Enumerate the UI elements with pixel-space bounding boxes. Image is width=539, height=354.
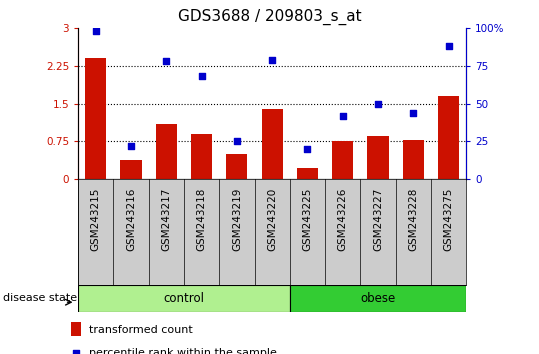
Text: GDS3688 / 209803_s_at: GDS3688 / 209803_s_at bbox=[178, 9, 361, 25]
Point bbox=[92, 29, 100, 34]
Bar bbox=[85, 58, 106, 179]
Bar bbox=[71, 322, 81, 336]
Point bbox=[127, 143, 135, 149]
Text: GSM243219: GSM243219 bbox=[232, 187, 242, 251]
Text: percentile rank within the sample: percentile rank within the sample bbox=[89, 348, 277, 354]
Text: transformed count: transformed count bbox=[89, 325, 192, 335]
Text: GSM243225: GSM243225 bbox=[302, 187, 313, 251]
Point bbox=[444, 44, 453, 49]
Bar bbox=[403, 140, 424, 179]
Text: GSM243216: GSM243216 bbox=[126, 187, 136, 251]
Bar bbox=[290, 285, 466, 312]
Text: GSM243220: GSM243220 bbox=[267, 187, 277, 251]
Point bbox=[162, 59, 171, 64]
Text: GSM243215: GSM243215 bbox=[91, 187, 101, 251]
Bar bbox=[226, 154, 247, 179]
Text: GSM243227: GSM243227 bbox=[373, 187, 383, 251]
Bar bbox=[191, 134, 212, 179]
Bar bbox=[297, 168, 318, 179]
Bar bbox=[438, 96, 459, 179]
Text: GSM243217: GSM243217 bbox=[161, 187, 171, 251]
Bar bbox=[332, 141, 354, 179]
Text: GSM243228: GSM243228 bbox=[409, 187, 418, 251]
Bar bbox=[121, 160, 142, 179]
Point bbox=[233, 138, 241, 144]
Point bbox=[197, 74, 206, 79]
Bar bbox=[156, 124, 177, 179]
Text: control: control bbox=[163, 292, 204, 305]
Bar bbox=[368, 136, 389, 179]
Text: disease state: disease state bbox=[3, 293, 77, 303]
Point bbox=[72, 350, 80, 354]
Point bbox=[338, 113, 347, 118]
Text: GSM243275: GSM243275 bbox=[444, 187, 454, 251]
Text: GSM243226: GSM243226 bbox=[338, 187, 348, 251]
Bar bbox=[261, 109, 283, 179]
Bar bbox=[78, 285, 290, 312]
Text: GSM243218: GSM243218 bbox=[197, 187, 206, 251]
Point bbox=[268, 57, 277, 63]
Point bbox=[374, 101, 382, 107]
Point bbox=[303, 146, 312, 152]
Point bbox=[409, 110, 418, 115]
Text: obese: obese bbox=[361, 292, 396, 305]
